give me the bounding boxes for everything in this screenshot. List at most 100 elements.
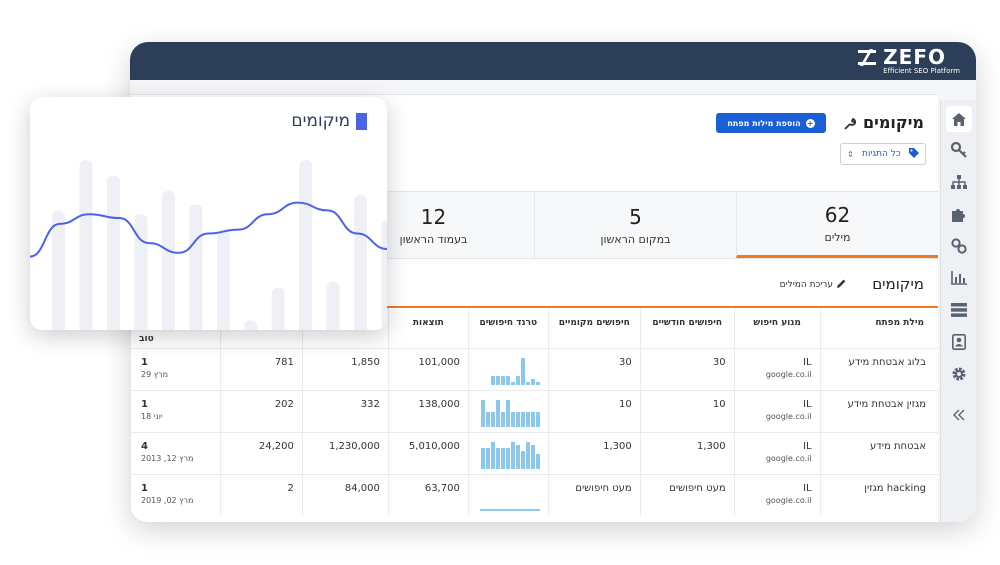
column-header[interactable]: תוצאות [387, 308, 469, 348]
best-rank: 4 [141, 440, 148, 452]
best-date: מרץ 29 [141, 369, 168, 379]
best-rank: 1 [141, 356, 148, 368]
stat-first-place[interactable]: 5 במקום הראשון [534, 192, 736, 258]
local-searches: 1,300 [603, 440, 632, 452]
trend-bar [530, 444, 535, 469]
trend-cell [467, 431, 549, 474]
trend-bar [479, 508, 540, 511]
sort-arrows-icon: ⇕ [847, 149, 854, 159]
trend-bar [520, 357, 525, 385]
results-cell: 63,700 [387, 473, 469, 516]
engine-domain: google.co.il [765, 495, 812, 505]
keyword-cell[interactable]: אבטחת מידע [819, 431, 938, 474]
top-bar: ZEFO Efficient SEO Platform [130, 42, 976, 80]
trend-bar [485, 411, 490, 427]
engine-cell: IL google.co.il [733, 347, 821, 390]
value-2: 781 [274, 356, 294, 368]
server-icon[interactable] [949, 300, 969, 320]
keyword-text: מגזין אבטחת מידע [847, 398, 927, 410]
tag-filter-label: כל התגיות [862, 149, 901, 159]
monthly-searches: מעט חיפושים [669, 482, 726, 494]
column-header[interactable]: מילת מפתח [819, 308, 938, 348]
engine-cell: IL google.co.il [733, 473, 821, 516]
chart-bar [216, 229, 230, 330]
trend-bar [510, 441, 515, 469]
puzzle-icon[interactable] [949, 204, 969, 224]
results-cell: 101,000 [387, 347, 469, 390]
add-keywords-button[interactable]: הוספת מילות מפתח + [716, 113, 826, 133]
keyword-cell[interactable]: hacking מגזין [819, 473, 938, 516]
monthly-searches: 1,300 [697, 440, 726, 452]
trend-bar [490, 441, 495, 469]
stat-label: מילים [824, 231, 851, 244]
best-cell: 1 מרץ 29 [130, 347, 221, 390]
trend-bar [530, 378, 535, 385]
column-header[interactable]: מנוע חיפוש [733, 308, 821, 348]
keyword-text: hacking מגזין [864, 482, 926, 494]
chart-bar [79, 160, 93, 330]
pencil-icon [837, 279, 846, 291]
engine-code: IL [803, 482, 812, 494]
table-row[interactable]: מגזין אבטחת מידע IL google.co.il 10 10 138,00… [130, 389, 938, 432]
card-title: מיקומים [291, 111, 367, 131]
value-1: 1,850 [351, 356, 380, 368]
bar-chart-icon[interactable] [949, 268, 969, 288]
best-cell: 4 מרץ 12, 2013 [130, 431, 221, 474]
tag-filter-select[interactable]: ⇕ כל התגיות [840, 143, 926, 165]
chart-bar [354, 194, 368, 330]
column-header[interactable]: חיפושים חודשיים [639, 308, 735, 348]
key-icon[interactable] [949, 140, 969, 160]
table-row[interactable]: אבטחת מידע IL google.co.il 1,300 1,300 5,010,… [130, 431, 938, 474]
wrench-icon[interactable] [844, 115, 857, 134]
gear-icon[interactable] [949, 364, 969, 384]
column-header[interactable]: חיפושים מקומיים [547, 308, 641, 348]
column-header[interactable]: טרנד חיפושים [467, 308, 549, 348]
trend-bar [535, 411, 540, 427]
trend-bar [490, 375, 495, 385]
table-row[interactable]: hacking מגזין IL google.co.il מעט חיפושים מע… [130, 473, 938, 516]
stat-label: במקום הראשון [600, 232, 671, 246]
keyword-cell[interactable]: בלוג אבטחת מידע [819, 347, 938, 390]
trend-bar [510, 381, 515, 385]
value-1: 332 [360, 398, 380, 410]
monthly-cell: 10 [639, 389, 735, 432]
value-cell: 2 [219, 473, 303, 516]
contact-card-icon[interactable] [949, 332, 969, 352]
keyword-cell[interactable]: מגזין אבטחת מידע [819, 389, 938, 432]
value-2: 24,200 [258, 440, 294, 452]
value-cell: 1,230,000 [301, 431, 389, 474]
trend-bar [485, 447, 490, 469]
link-icon[interactable] [949, 236, 969, 256]
trend-bar [535, 381, 540, 385]
engine-cell: IL google.co.il [733, 389, 821, 432]
chart-bar [381, 220, 387, 330]
page-title: מיקומים [863, 113, 924, 132]
trend-sparkline [477, 355, 540, 385]
tag-icon [908, 147, 919, 161]
edit-words-link[interactable]: עריכת המילים [780, 279, 846, 291]
value-2: 2 [287, 482, 294, 494]
stat-label: בעמוד הראשון [399, 232, 468, 246]
stat-keywords[interactable]: 62 מילים [736, 192, 938, 258]
stat-value: 5 [629, 204, 642, 229]
local-searches: מעט חיפושים [575, 482, 632, 494]
sitemap-icon[interactable] [949, 172, 969, 192]
chart-bar [52, 210, 65, 330]
trend-sparkline [477, 439, 540, 469]
home-icon[interactable] [946, 106, 972, 132]
trend-bar [515, 375, 520, 385]
table-row[interactable]: בלוג אבטחת מידע IL google.co.il 30 30 101,000… [130, 347, 938, 390]
trend-bar [520, 411, 525, 427]
section-divider [130, 306, 938, 308]
logo[interactable]: ZEFO Efficient SEO Platform [857, 45, 960, 75]
collapse-icon[interactable] [949, 405, 969, 425]
trend-bar [495, 399, 500, 427]
engine-domain: google.co.il [765, 453, 812, 463]
trend-bar [510, 411, 515, 427]
value-cell: 332 [301, 389, 389, 432]
sidebar [940, 100, 976, 522]
chart-line [30, 201, 387, 258]
trend-bar [515, 444, 520, 469]
value-cell: 84,000 [301, 473, 389, 516]
best-cell: 1 יוני 18 [130, 389, 221, 432]
